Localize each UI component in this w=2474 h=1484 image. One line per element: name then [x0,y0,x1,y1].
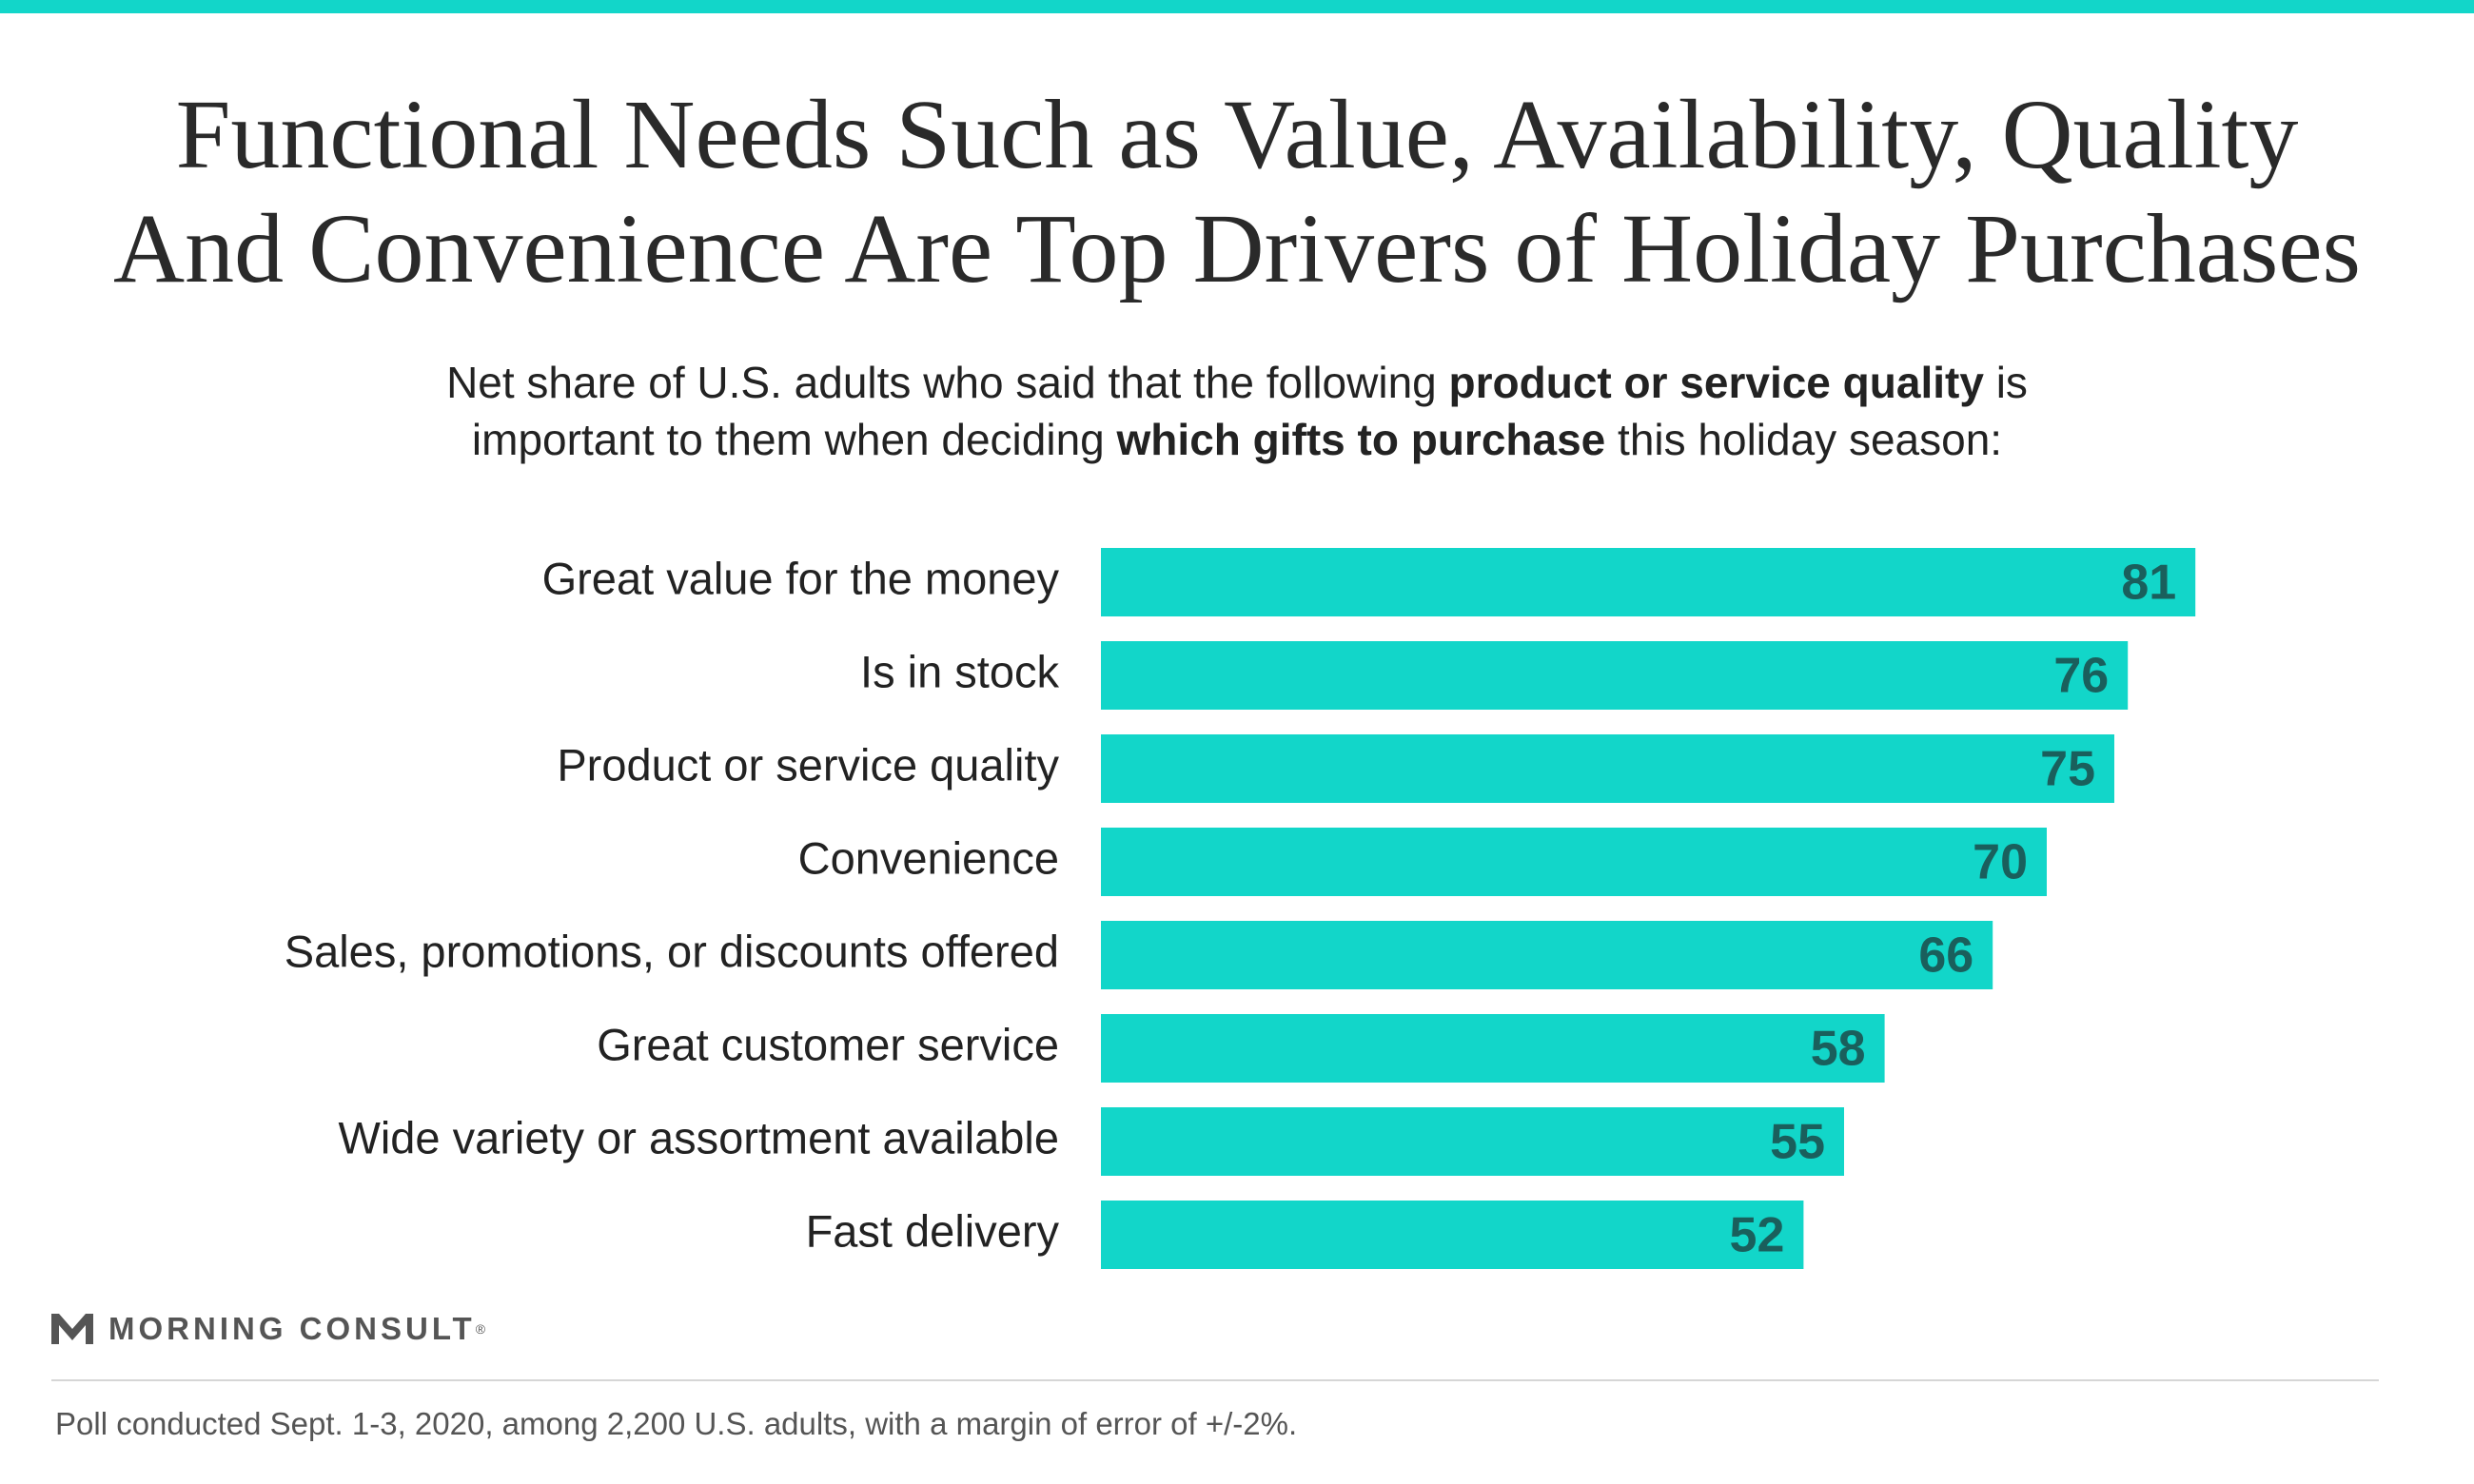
brand-logo: MORNING CONSULT ® [51,1305,485,1353]
bar [1101,1107,1844,1176]
bar [1101,641,2129,710]
category-label: Wide variety or assortment available [338,1112,1059,1162]
bar [1101,1014,1885,1083]
bar [1101,828,2047,896]
category-label: Convenience [798,832,1059,883]
subtitle-line-1: Net share of U.S. adults who said that t… [0,354,2474,411]
bar-value-label: 75 [2040,742,2095,797]
subtitle-line-2: important to them when deciding which gi… [0,411,2474,468]
footer-divider [51,1379,2379,1381]
bar [1101,1201,1804,1269]
bar-value-label: 55 [1770,1115,1825,1170]
category-label: Product or service quality [557,739,1059,790]
chart-subtitle: Net share of U.S. adults who said that t… [0,354,2474,468]
subtitle-emphasis: which gifts to purchase [1116,415,1606,464]
morning-consult-m-icon [51,1314,93,1344]
category-label: Is in stock [860,646,1059,696]
subtitle-text: is [1983,358,2028,407]
chart-title: Functional Needs Such as Value, Availabi… [0,78,2474,306]
subtitle-emphasis: product or service quality [1448,358,1984,407]
top-accent-rule [0,0,2474,13]
registered-mark: ® [475,1321,486,1337]
bar [1101,734,2114,803]
bar-value-label: 70 [1973,835,2028,890]
bar-value-label: 76 [2053,649,2109,704]
bar-value-label: 52 [1730,1208,1785,1263]
subtitle-text: important to them when deciding [471,415,1117,464]
bar-value-label: 66 [1918,928,1973,984]
bar-value-label: 58 [1811,1022,1866,1077]
chart-title-line-2: And Convenience Are Top Drivers of Holid… [112,194,2362,303]
bar-value-label: 81 [2121,556,2176,611]
brand-name: MORNING CONSULT [108,1311,476,1346]
subtitle-text: this holiday season: [1605,415,2003,464]
subtitle-text: Net share of U.S. adults who said that t… [446,358,1449,407]
bar [1101,921,1993,989]
footnote: Poll conducted Sept. 1-3, 2020, among 2,… [55,1406,1298,1441]
horizontal-bar-chart: Great value for the money 81 Is in stock 76… [285,548,2196,1269]
category-label: Fast delivery [806,1205,1060,1256]
chart-title-line-1: Functional Needs Such as Value, Availabi… [175,80,2299,189]
category-label: Great customer service [597,1019,1059,1069]
bar [1101,548,2196,616]
category-label: Sales, promotions, or discounts offered [285,926,1059,976]
category-label: Great value for the money [542,553,1060,603]
